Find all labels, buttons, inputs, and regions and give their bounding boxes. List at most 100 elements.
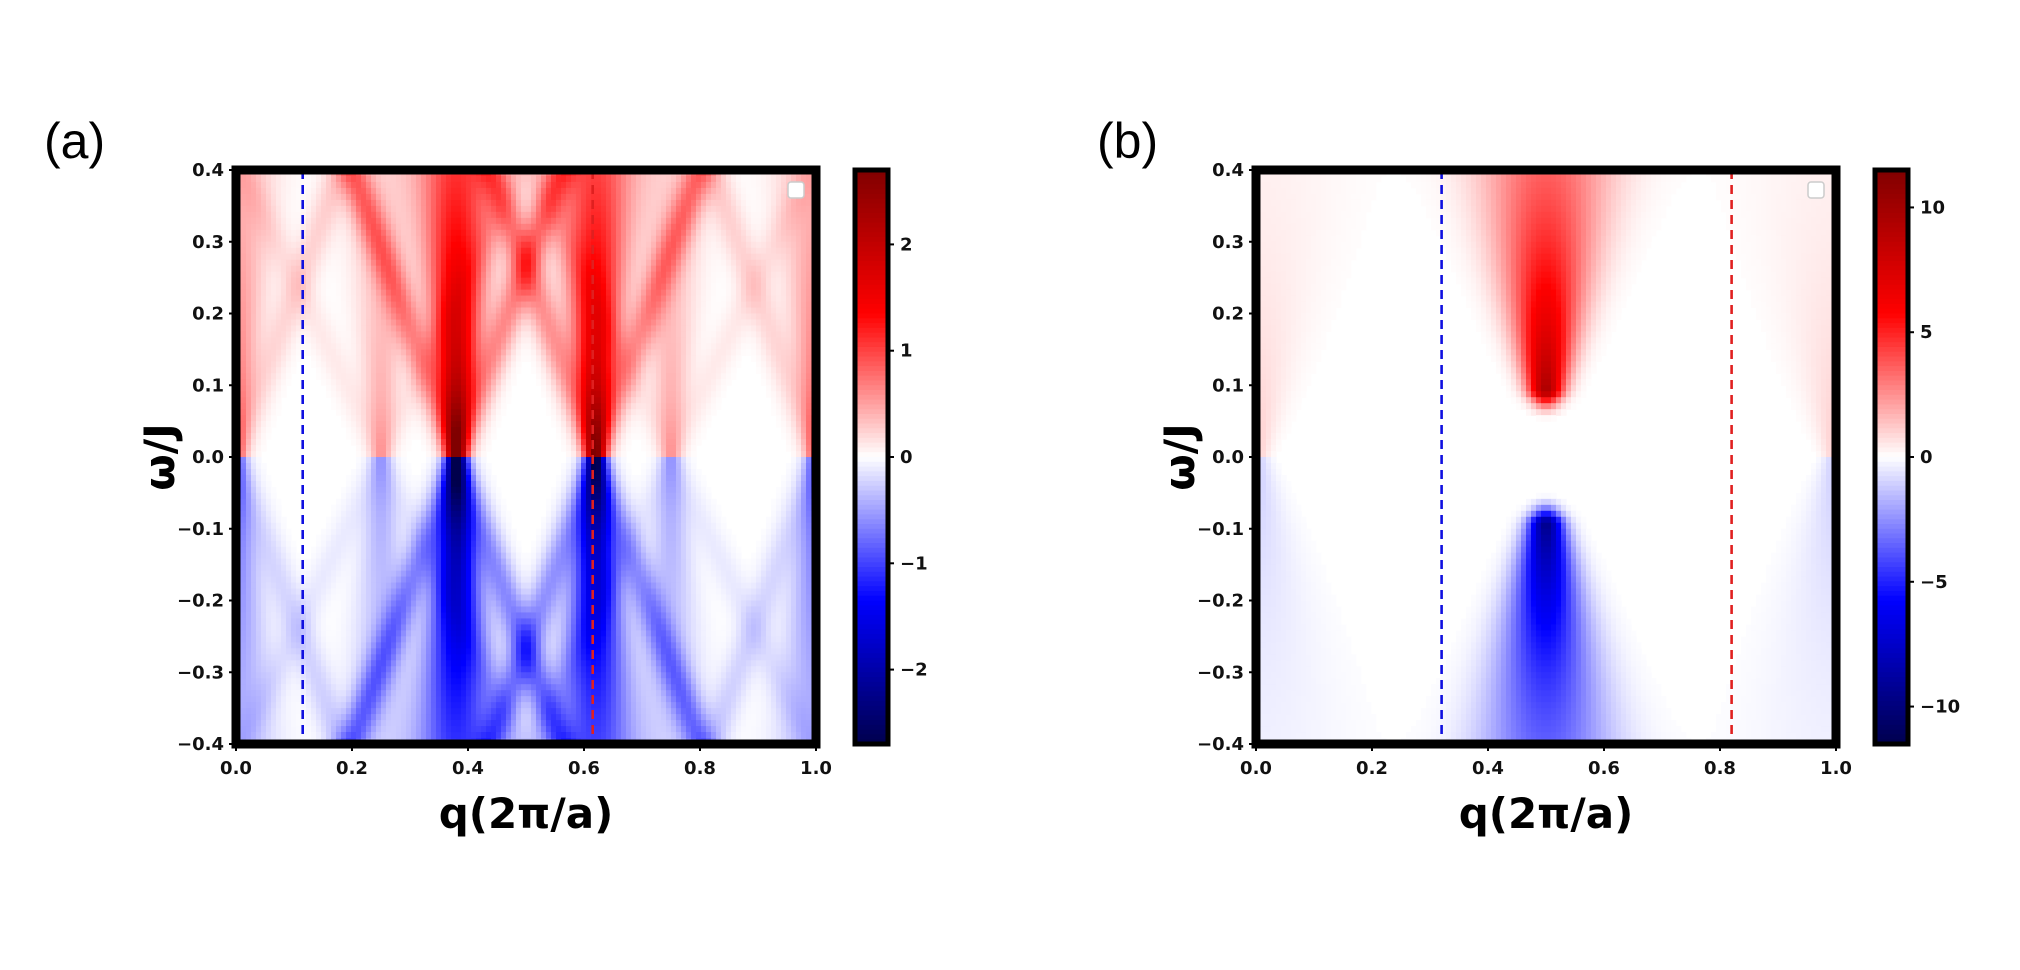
heatmap-cell bbox=[371, 409, 377, 416]
heatmap-cell bbox=[516, 241, 522, 249]
heatmap-cell bbox=[256, 630, 262, 637]
heatmap-cell bbox=[436, 337, 442, 344]
heatmap-cell bbox=[406, 409, 412, 416]
heatmap-cell bbox=[476, 558, 482, 566]
heatmap-cell bbox=[271, 582, 277, 590]
heatmap-cell bbox=[341, 492, 347, 500]
heatmap-cell bbox=[366, 427, 372, 434]
heatmap-cell bbox=[271, 205, 277, 213]
heatmap-cell bbox=[476, 642, 482, 649]
heatmap-cell bbox=[491, 630, 497, 637]
heatmap-cell bbox=[331, 349, 337, 356]
heatmap-cell bbox=[476, 480, 482, 488]
heatmap-cell bbox=[386, 642, 392, 649]
heatmap-cell bbox=[491, 175, 497, 183]
heatmap-cell bbox=[271, 241, 277, 249]
heatmap-cell bbox=[476, 504, 482, 512]
heatmap-cell bbox=[361, 498, 367, 506]
heatmap-cell bbox=[446, 379, 452, 386]
heatmap-cell bbox=[251, 534, 257, 542]
heatmap-cell bbox=[286, 594, 292, 602]
heatmap-cell bbox=[286, 265, 292, 273]
heatmap-cell bbox=[341, 253, 347, 261]
heatmap-cell bbox=[506, 696, 512, 703]
heatmap-cell bbox=[501, 379, 507, 386]
heatmap-cell bbox=[286, 325, 292, 333]
heatmap-cell bbox=[266, 361, 272, 368]
heatmap-cell bbox=[496, 492, 502, 500]
heatmap-cell bbox=[346, 624, 352, 631]
heatmap-cell bbox=[461, 672, 467, 679]
heatmap-cell bbox=[441, 289, 447, 297]
heatmap-cell bbox=[466, 271, 472, 279]
heatmap-cell bbox=[471, 217, 477, 225]
heatmap-cell bbox=[291, 241, 297, 249]
heatmap-cell bbox=[461, 516, 467, 524]
heatmap-cell bbox=[441, 510, 447, 518]
heatmap-cell bbox=[486, 732, 492, 739]
heatmap-cell bbox=[451, 427, 457, 434]
heatmap-cell bbox=[436, 433, 442, 440]
heatmap-cell bbox=[391, 313, 397, 321]
heatmap-cell bbox=[296, 672, 302, 679]
heatmap-cell bbox=[431, 301, 437, 309]
heatmap-cell bbox=[426, 690, 432, 697]
heatmap-cell bbox=[321, 319, 327, 327]
heatmap-cell bbox=[411, 265, 417, 273]
heatmap-cell bbox=[251, 391, 257, 398]
heatmap-cell bbox=[296, 199, 302, 207]
heatmap-cell bbox=[371, 690, 377, 697]
heatmap-cell bbox=[491, 570, 497, 578]
heatmap-cell bbox=[391, 397, 397, 404]
heatmap-cell bbox=[401, 480, 407, 488]
heatmap-cell bbox=[346, 522, 352, 530]
heatmap-cell bbox=[426, 193, 432, 201]
heatmap-cell bbox=[406, 241, 412, 249]
heatmap-cell bbox=[246, 672, 252, 679]
heatmap-cell bbox=[511, 313, 517, 321]
heatmap-cell bbox=[371, 445, 377, 452]
heatmap-cell bbox=[366, 516, 372, 524]
heatmap-cell bbox=[511, 247, 517, 255]
heatmap-cell bbox=[396, 612, 402, 620]
heatmap-cell bbox=[251, 319, 257, 327]
heatmap-cell bbox=[371, 415, 377, 422]
heatmap-cell bbox=[251, 462, 257, 470]
heatmap-cell bbox=[391, 642, 397, 649]
heatmap-cell bbox=[431, 690, 437, 697]
heatmap-cell bbox=[506, 732, 512, 739]
heatmap-cell bbox=[431, 403, 437, 410]
heatmap-cell bbox=[446, 666, 452, 673]
heatmap-cell bbox=[296, 235, 302, 243]
heatmap-cell bbox=[461, 307, 467, 315]
heatmap-cell bbox=[376, 552, 382, 560]
heatmap-cell bbox=[251, 439, 257, 446]
heatmap-cell bbox=[421, 612, 427, 620]
heatmap-cell bbox=[246, 474, 252, 482]
heatmap-cell bbox=[286, 247, 292, 255]
heatmap-cell bbox=[331, 540, 337, 548]
heatmap-cell bbox=[241, 211, 247, 219]
heatmap-cell bbox=[251, 510, 257, 518]
heatmap-cell bbox=[276, 253, 282, 261]
heatmap-cell bbox=[426, 558, 432, 566]
heatmap-cell bbox=[466, 636, 472, 643]
heatmap-cell bbox=[341, 289, 347, 297]
heatmap-cell bbox=[471, 199, 477, 207]
heatmap-cell bbox=[371, 319, 377, 327]
heatmap-cell bbox=[336, 325, 342, 333]
heatmap-cell bbox=[481, 522, 487, 530]
heatmap-cell bbox=[481, 265, 487, 273]
heatmap-cell bbox=[516, 570, 522, 578]
heatmap-cell bbox=[491, 193, 497, 201]
heatmap-cell bbox=[351, 241, 357, 249]
heatmap-cell bbox=[246, 498, 252, 506]
heatmap-cell bbox=[246, 522, 252, 530]
heatmap-cell bbox=[516, 289, 522, 297]
heatmap-cell bbox=[346, 558, 352, 566]
heatmap-cell bbox=[296, 648, 302, 655]
heatmap-cell bbox=[341, 175, 347, 183]
heatmap-cell bbox=[476, 696, 482, 703]
heatmap-cell bbox=[471, 271, 477, 279]
heatmap-cell bbox=[256, 624, 262, 631]
